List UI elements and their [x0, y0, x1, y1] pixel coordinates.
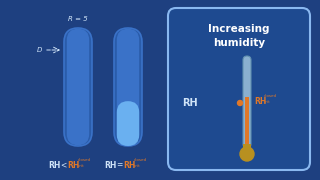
Text: R = 5: R = 5	[68, 16, 88, 22]
Text: RH: RH	[123, 161, 135, 170]
Circle shape	[240, 147, 254, 161]
Text: =: =	[116, 161, 122, 170]
Text: RH: RH	[254, 96, 266, 105]
FancyBboxPatch shape	[243, 56, 251, 148]
FancyBboxPatch shape	[117, 29, 139, 145]
FancyBboxPatch shape	[114, 28, 142, 146]
FancyBboxPatch shape	[67, 29, 89, 145]
Text: RH: RH	[182, 98, 198, 108]
FancyBboxPatch shape	[64, 28, 92, 146]
Text: closed: closed	[264, 94, 277, 98]
Bar	[243, 144, 251, 150]
Text: closed: closed	[134, 158, 147, 162]
Text: Increasing: Increasing	[208, 24, 270, 34]
FancyBboxPatch shape	[168, 8, 310, 170]
FancyBboxPatch shape	[117, 101, 139, 146]
Text: humidity: humidity	[213, 38, 265, 48]
Text: closed: closed	[78, 158, 91, 162]
Text: RH: RH	[48, 161, 60, 170]
Text: crit: crit	[264, 100, 271, 104]
Text: RH: RH	[104, 161, 116, 170]
Text: crit: crit	[134, 164, 141, 168]
Text: <: <	[60, 161, 66, 170]
Text: D: D	[36, 47, 42, 53]
Circle shape	[237, 100, 243, 105]
Text: crit: crit	[78, 164, 85, 168]
Bar	[245, 97, 249, 148]
Text: RH: RH	[67, 161, 79, 170]
